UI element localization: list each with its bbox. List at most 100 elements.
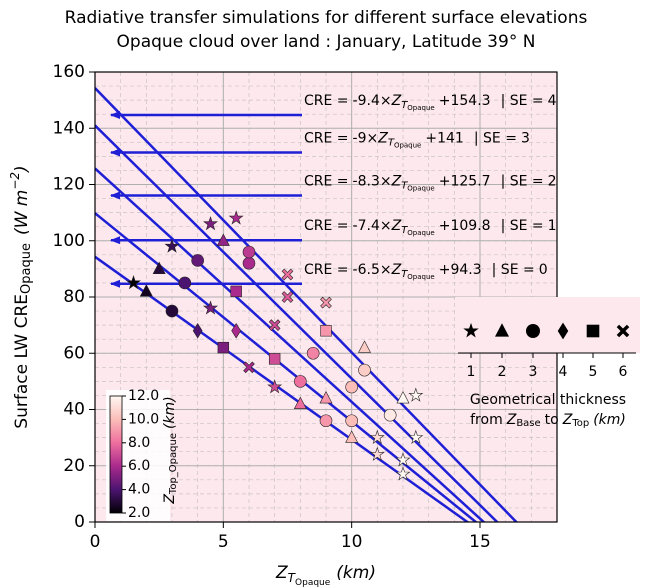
- x-axis-label: ZTOpaque (km): [275, 563, 376, 587]
- chart-subtitle: Opaque cloud over land : January, Latitu…: [117, 32, 536, 52]
- y-tick-label: 140: [53, 118, 85, 138]
- fit-se-label: | SE =: [492, 262, 535, 278]
- y-tick-label: 60: [63, 343, 85, 363]
- legend-z: Z: [506, 412, 517, 428]
- marker: [395, 466, 411, 481]
- y-tick-label: 80: [63, 287, 85, 307]
- fit-z: Z: [391, 93, 402, 109]
- legend-background: [455, 297, 640, 353]
- legend-top: Top: [571, 418, 589, 429]
- fit-z: Z: [377, 130, 388, 146]
- colorbar-label-sub: Top_Opaque: [168, 433, 179, 495]
- legend-label: 3: [529, 364, 538, 380]
- fit-slope: -6.5: [353, 262, 380, 278]
- y-label-exp: −2: [8, 172, 22, 190]
- y-tick-label: 20: [63, 456, 85, 476]
- fit-times: ×: [380, 218, 392, 234]
- fit-times: ×: [380, 262, 392, 278]
- fit-se: 3: [521, 130, 530, 146]
- fit-plus: +: [439, 218, 451, 234]
- fit-subsub: Opaque: [407, 229, 434, 237]
- fit-slope: -8.3: [353, 173, 380, 189]
- fit-line: [95, 167, 486, 522]
- legend-label: 5: [589, 364, 598, 380]
- fit-intercept: 141: [437, 130, 464, 146]
- marker: [267, 379, 283, 394]
- fit-se: 0: [539, 262, 548, 278]
- fit-z: Z: [391, 218, 402, 234]
- fit-times: ×: [367, 130, 379, 146]
- fit-plus: +: [439, 93, 451, 109]
- legend-marker: [495, 323, 509, 337]
- marker: [408, 429, 424, 444]
- marker: [268, 353, 281, 365]
- fit-line: [95, 124, 499, 522]
- colorbar-tick-label: 12.0: [128, 388, 159, 404]
- colorbar-tick-label: 6.0: [128, 458, 150, 474]
- fit-intercept: 109.8: [450, 218, 490, 234]
- fit-se-label: | SE =: [501, 173, 544, 189]
- legend-marker: [616, 324, 630, 338]
- fit-subsub: Opaque: [407, 184, 434, 192]
- legend-base: Base: [516, 418, 540, 429]
- legend-label: 6: [619, 364, 628, 380]
- fit-sub: T: [388, 137, 395, 148]
- y-tick-label: 0: [74, 512, 85, 532]
- legend-label: 4: [559, 364, 568, 380]
- y-axis-label: Surface LW CREOpaque (W m−2): [8, 165, 34, 428]
- marker: [320, 325, 332, 337]
- marker: [306, 346, 320, 360]
- marker: [319, 414, 333, 428]
- x-tick-label: 0: [90, 532, 101, 552]
- y-label-text: Surface LW CRE: [12, 294, 32, 429]
- marker: [230, 285, 242, 298]
- fit-annotation: CRE = -7.4×ZTOpaque +109.8 | SE = 1: [304, 218, 557, 237]
- x-tick-label: 15: [469, 532, 491, 552]
- marker: [319, 391, 333, 404]
- fit-se: 1: [548, 218, 557, 234]
- legend-marker: [557, 322, 569, 340]
- fit-annotation: CRE = -8.3×ZTOpaque +125.7 | SE = 2: [304, 173, 557, 192]
- fit-annotation: CRE = -6.5×ZTOpaque +94.3 | SE = 0: [304, 262, 548, 281]
- marker: [228, 210, 244, 225]
- marker: [242, 256, 256, 270]
- colorbar-tick-label: 2.0: [128, 505, 150, 521]
- fit-plus: +: [439, 173, 451, 189]
- y-label-unit: (W m: [12, 190, 32, 235]
- legend-label: 2: [498, 364, 507, 380]
- fit-lhs: CRE =: [304, 218, 349, 234]
- marker: [202, 300, 219, 315]
- marker: [383, 408, 397, 422]
- marker: [293, 396, 307, 409]
- marker: [178, 276, 192, 290]
- fit-z: Z: [391, 262, 402, 278]
- fit-slope: -9.4: [353, 93, 380, 109]
- chart-title: Radiative transfer simulations for diffe…: [65, 8, 588, 28]
- fit-subsub: Opaque: [407, 104, 434, 112]
- fit-lhs: CRE =: [304, 173, 349, 189]
- fit-lhs: CRE =: [304, 93, 349, 109]
- marker: [243, 361, 255, 374]
- marker: [191, 254, 204, 267]
- marker: [369, 446, 385, 461]
- colorbar-label-unit: (km): [162, 396, 178, 429]
- colorbar-tick-label: 8.0: [128, 435, 150, 451]
- legend-from: from: [470, 412, 503, 428]
- fit-lhs: CRE =: [304, 130, 349, 146]
- legend-marker: [463, 322, 479, 338]
- fit-sub: T: [401, 180, 408, 191]
- fit-slope: -9: [353, 130, 367, 146]
- fit-se-label: | SE =: [501, 93, 544, 109]
- legend-label: 1: [467, 364, 476, 380]
- marker: [345, 414, 358, 428]
- y-tick-label: 40: [63, 400, 85, 420]
- fit-se: 4: [548, 93, 557, 109]
- marker: [294, 375, 307, 388]
- marker: [152, 261, 166, 274]
- x-label-z: Z: [275, 563, 288, 583]
- marker: [369, 429, 385, 444]
- fit-intercept: 154.3: [450, 93, 490, 109]
- legend-z2: Z: [562, 412, 573, 428]
- legend-to: to: [545, 412, 559, 428]
